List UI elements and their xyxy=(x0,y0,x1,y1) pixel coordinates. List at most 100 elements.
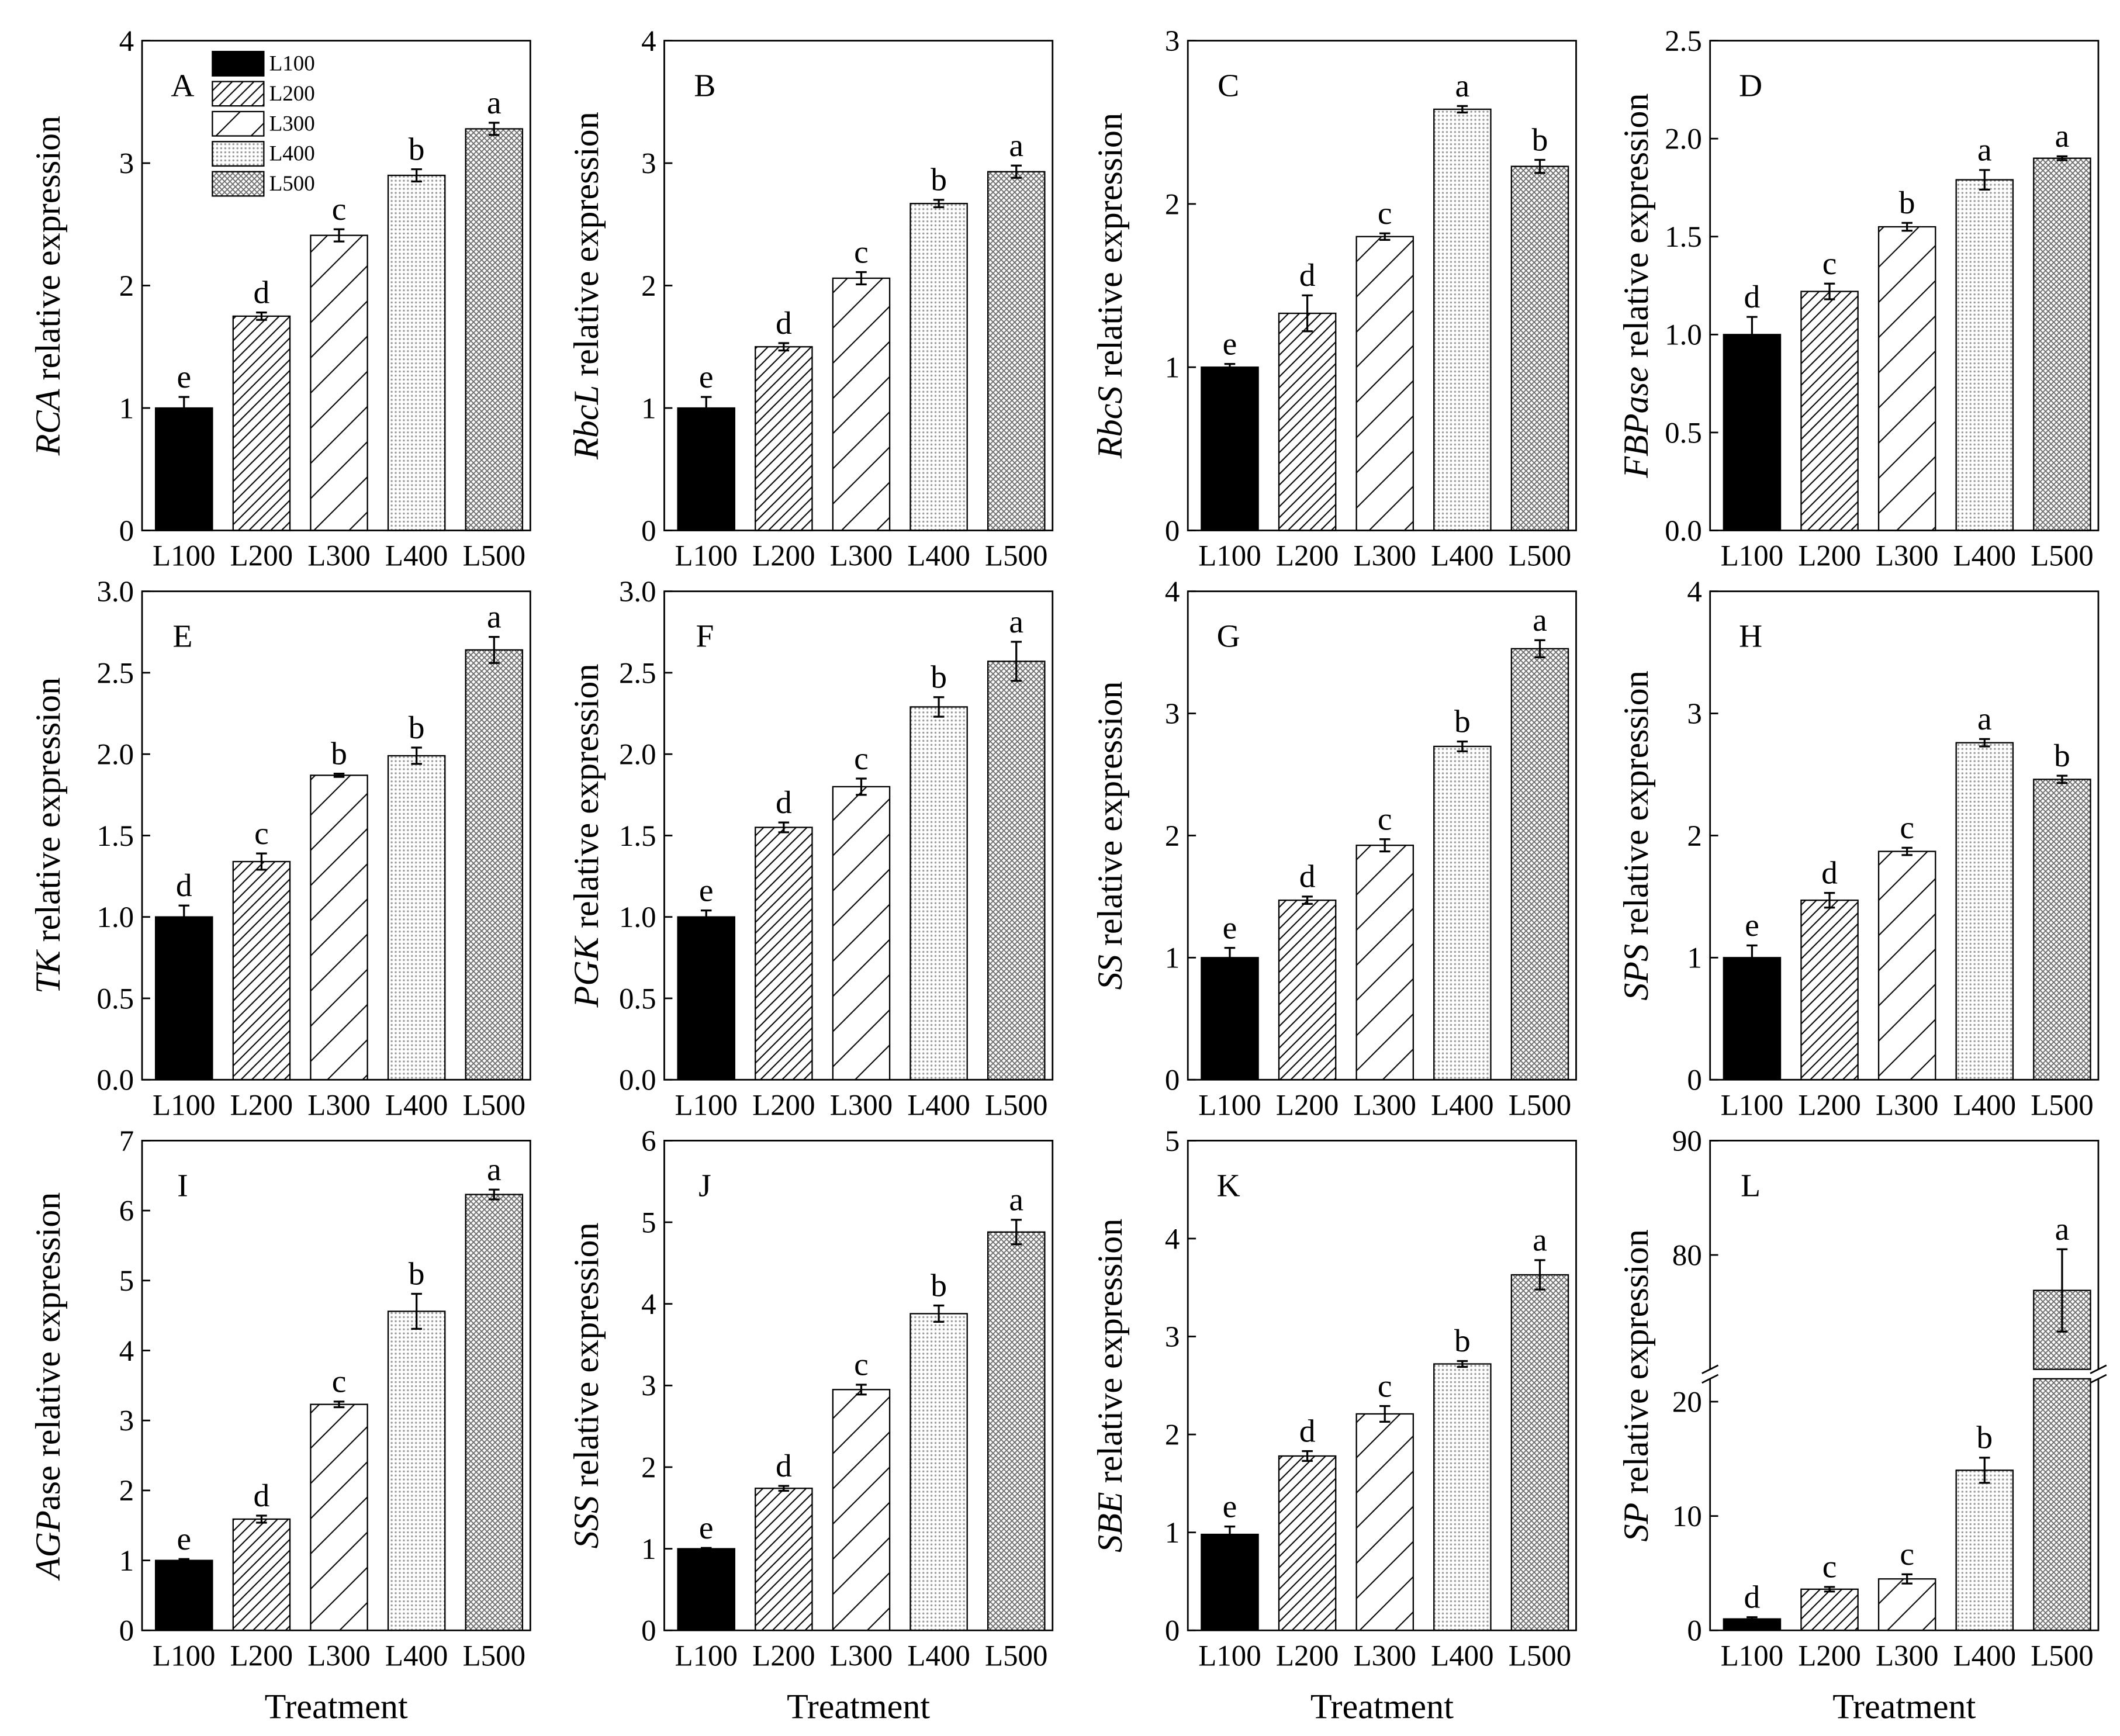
sig-letter-C-L200: d xyxy=(1299,257,1316,293)
xtick-label-G-L200: L200 xyxy=(1276,1089,1339,1122)
xlabel-K: Treatment xyxy=(1310,1687,1454,1727)
xtick-label-H-L400: L400 xyxy=(1953,1089,2016,1122)
sig-letter-H-L200: d xyxy=(1821,855,1838,891)
ytick-label-F-5: 2.5 xyxy=(619,657,656,690)
ylabel-text-G: relative expression xyxy=(1091,682,1130,955)
ylabel-K: SBE relative expression xyxy=(1091,1219,1130,1552)
ytick-label-B-3: 3 xyxy=(641,147,656,180)
axes-frame-lower-L xyxy=(1709,1378,2100,1631)
xtick-label-H-L200: L200 xyxy=(1798,1089,1860,1122)
legend-label-L100: L100 xyxy=(269,52,315,76)
xtick-label-H-L500: L500 xyxy=(2031,1089,2093,1122)
legend-swatch-L200 xyxy=(212,81,265,107)
ytick-label-E-4: 2.0 xyxy=(97,739,134,772)
xtick-label-D-L300: L300 xyxy=(1876,540,1938,573)
xtick-label-F-L100: L100 xyxy=(675,1089,737,1122)
ylabel-text-A: relative expression xyxy=(29,116,68,389)
ytick-label-I-0: 0 xyxy=(119,1615,134,1648)
sig-letter-F-L500: a xyxy=(1009,604,1023,640)
legend-label-L500: L500 xyxy=(269,172,315,196)
ytick-label-D-0: 0.0 xyxy=(1665,515,1702,548)
ylabel-F: PGK relative expression xyxy=(567,663,606,1008)
error-bar-L-L400 xyxy=(1979,1457,1990,1484)
sig-letter-G-L500: a xyxy=(1533,602,1547,638)
ytick-label-C-0: 0 xyxy=(1165,515,1180,548)
error-bar-A-L400 xyxy=(411,168,422,183)
xtick-label-K-L400: L400 xyxy=(1431,1640,1493,1672)
error-bar-I-L100 xyxy=(178,1558,190,1563)
sig-letter-E-L400: b xyxy=(409,710,425,746)
xtick-label-I-L500: L500 xyxy=(463,1640,525,1672)
sig-letter-L-L300: c xyxy=(1900,1536,1914,1572)
bar-G-L100 xyxy=(1201,957,1259,1081)
panel-label-I: I xyxy=(177,1167,188,1204)
ytick-label-F-2: 1.0 xyxy=(619,901,656,934)
xtick-label-A-L400: L400 xyxy=(385,540,448,573)
xtick-label-A-L300: L300 xyxy=(307,540,370,573)
bar-E-L200 xyxy=(232,860,291,1081)
bar-C-L300 xyxy=(1355,236,1415,531)
panel-J: e L100 d L200 c L300 b L400 a L500 0 1 2 3 4 5 6 J SSS rel… xyxy=(567,1125,1054,1727)
xtick-label-D-L200: L200 xyxy=(1798,540,1860,573)
ytick-label-J-2: 2 xyxy=(641,1451,656,1484)
bar-E-L300 xyxy=(310,774,368,1081)
ylabel-text-J: relative expression xyxy=(567,1222,606,1496)
xtick-label-C-L500: L500 xyxy=(1509,540,1571,573)
bar-A-L300 xyxy=(310,234,368,531)
ytick-label-K-4: 4 xyxy=(1165,1223,1180,1256)
ytick-label-E-3: 1.5 xyxy=(97,820,134,853)
bar-D-L500 xyxy=(2033,157,2091,531)
bar-D-L400 xyxy=(1955,179,2014,531)
legend-label-L300: L300 xyxy=(269,112,315,136)
ytick-label-J-1: 1 xyxy=(641,1533,656,1566)
sig-letter-H-L500: b xyxy=(2054,738,2070,774)
xtick-label-E-L200: L200 xyxy=(230,1089,293,1122)
ylabel-gene-B: RbcL xyxy=(567,385,606,460)
ytick-label-I-6: 6 xyxy=(119,1195,134,1227)
ylabel-text-K: relative expression xyxy=(1091,1219,1130,1492)
xtick-label-A-L500: L500 xyxy=(463,540,525,573)
sig-letter-G-L300: c xyxy=(1378,801,1392,838)
sig-letter-H-L400: a xyxy=(1977,701,1992,737)
error-bar-D-L100 xyxy=(1747,316,1758,354)
error-bar-K-L400 xyxy=(1457,1360,1468,1368)
bar-J-L500 xyxy=(987,1231,1046,1631)
panel-label-A: A xyxy=(171,68,194,104)
ytick-label-H-1: 1 xyxy=(1687,942,1701,975)
bar-L-L400 xyxy=(1955,1469,2014,1631)
sig-letter-J-L200: d xyxy=(776,1448,792,1484)
xtick-label-L-L400: L400 xyxy=(1953,1640,2016,1672)
sig-letter-B-L100: e xyxy=(699,359,714,395)
xtick-label-K-L500: L500 xyxy=(1509,1640,1571,1672)
sig-letter-K-L400: b xyxy=(1454,1323,1471,1359)
xtick-label-E-L500: L500 xyxy=(463,1089,525,1122)
ytick-label-A-2: 2 xyxy=(119,270,134,303)
error-bar-J-L300 xyxy=(856,1384,867,1396)
ytick-label-J-0: 0 xyxy=(641,1615,656,1648)
xtick-label-C-L100: L100 xyxy=(1198,540,1261,573)
error-bar-H-L300 xyxy=(1901,846,1913,856)
legend-swatch-L300 xyxy=(212,110,265,137)
sig-letter-B-L300: c xyxy=(854,234,869,270)
error-bar-I-L300 xyxy=(333,1400,345,1409)
sig-letter-D-L300: b xyxy=(1899,185,1915,221)
ylabel-text-H: relative expression xyxy=(1617,670,1656,944)
error-bar-I-L500 xyxy=(489,1188,500,1201)
ytick-label-L-0: 0 xyxy=(1687,1615,1701,1648)
xtick-label-K-L200: L200 xyxy=(1276,1640,1339,1672)
sig-letter-C-L400: a xyxy=(1455,68,1470,104)
error-bar-A-L500 xyxy=(489,122,500,136)
error-bar-L-L500 xyxy=(2056,1248,2068,1333)
ytick-label-F-3: 1.5 xyxy=(619,820,656,853)
sig-letter-J-L300: c xyxy=(854,1347,869,1383)
panel-label-J: J xyxy=(698,1167,711,1204)
error-bar-K-L500 xyxy=(1534,1259,1545,1291)
ylabel-D: FBPase relative expression xyxy=(1617,93,1656,478)
xtick-label-I-L400: L400 xyxy=(385,1640,448,1672)
ylabel-L: SP relative expression xyxy=(1617,1229,1656,1542)
ylabel-H: SPS relative expression xyxy=(1617,670,1656,1001)
ylabel-G: SS relative expression xyxy=(1091,682,1130,990)
sig-letter-B-L400: b xyxy=(931,162,947,198)
xlabel-L: Treatment xyxy=(1832,1687,1976,1727)
